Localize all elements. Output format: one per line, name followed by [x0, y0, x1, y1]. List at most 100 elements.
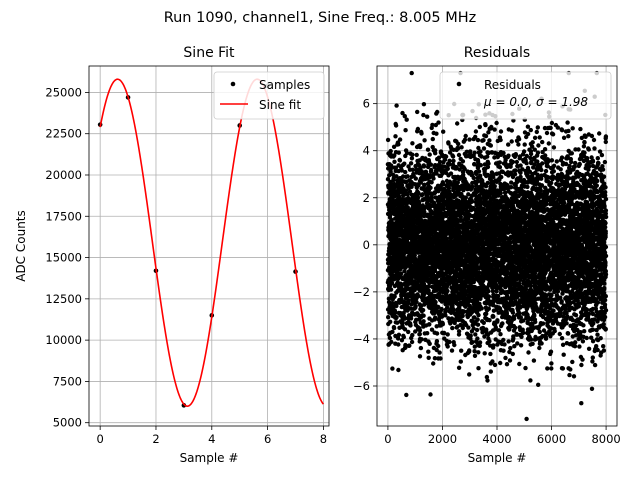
- residual-point: [487, 318, 492, 323]
- residual-point: [425, 331, 430, 336]
- residual-point: [395, 336, 401, 341]
- residual-point: [445, 344, 450, 349]
- residual-point: [441, 182, 446, 187]
- residual-point: [501, 337, 506, 343]
- residual-point: [406, 298, 411, 303]
- residual-point: [429, 327, 435, 332]
- residual-point: [516, 137, 522, 142]
- residual-point: [494, 120, 499, 126]
- residual-point: [471, 175, 476, 181]
- residual-point: [408, 323, 413, 328]
- residual-point: [385, 137, 391, 143]
- residual-point: [388, 319, 393, 324]
- residual-point: [403, 128, 408, 133]
- residual-point: [504, 311, 509, 316]
- residual-point: [436, 155, 442, 160]
- residual-point: [477, 124, 482, 130]
- residual-point: [418, 209, 423, 214]
- residual-point: [447, 150, 453, 155]
- residual-point: [390, 172, 396, 177]
- sine-fit-ytick-label: 10000: [45, 333, 82, 347]
- sine-fit-ytick-label: 25000: [45, 85, 82, 99]
- residual-point: [481, 146, 487, 151]
- residual-point: [394, 303, 399, 309]
- residual-point: [472, 353, 478, 358]
- residual-point: [516, 142, 521, 147]
- residual-point: [452, 342, 457, 348]
- residual-point: [405, 174, 410, 179]
- residual-point: [427, 341, 432, 346]
- residual-point: [457, 167, 462, 172]
- residual-point: [508, 185, 514, 190]
- residual-point: [486, 306, 491, 311]
- sine-fit-plot-frame: [88, 65, 330, 427]
- residual-point: [498, 137, 503, 143]
- residual-point: [413, 176, 418, 181]
- residual-point: [436, 343, 441, 349]
- residual-point: [389, 163, 394, 168]
- residual-point: [481, 320, 486, 325]
- residual-point: [417, 354, 423, 359]
- residual-point: [457, 307, 462, 312]
- residual-point: [456, 152, 462, 158]
- residual-point: [391, 325, 397, 331]
- residual-point: [509, 128, 514, 133]
- residual-point: [472, 150, 477, 155]
- residual-point: [426, 355, 431, 360]
- residual-point: [459, 348, 464, 353]
- residual-point: [478, 163, 483, 168]
- residual-point: [451, 158, 456, 164]
- residual-point: [392, 159, 397, 164]
- residual-point: [458, 214, 463, 220]
- residual-point: [437, 159, 443, 165]
- residual-point: [421, 112, 426, 118]
- residual-point: [498, 129, 504, 134]
- residual-point: [426, 284, 431, 289]
- residual-point: [495, 318, 500, 323]
- residual-point: [394, 103, 399, 108]
- residual-point: [488, 351, 493, 357]
- residual-point: [470, 339, 475, 345]
- residual-point: [447, 162, 452, 167]
- residual-point: [501, 150, 506, 156]
- residual-point: [403, 188, 409, 193]
- residual-point: [441, 129, 446, 134]
- residual-point: [409, 156, 415, 161]
- residual-point: [434, 339, 440, 344]
- residual-point: [420, 192, 425, 197]
- residual-point: [431, 361, 436, 366]
- residual-point: [461, 309, 467, 314]
- residual-point: [513, 168, 518, 173]
- residual-point: [443, 313, 448, 318]
- residual-point: [414, 299, 419, 305]
- residual-point: [434, 331, 440, 336]
- residual-point: [422, 182, 427, 187]
- residual-point: [406, 329, 411, 335]
- residual-point: [421, 102, 427, 107]
- residual-point: [415, 126, 421, 132]
- sine-fit-xtick-label: 0: [96, 432, 103, 446]
- sine-fit-xlabel: Sample #: [180, 451, 239, 465]
- residual-point: [396, 342, 401, 347]
- residual-point: [429, 195, 434, 200]
- residual-point: [510, 159, 516, 165]
- residual-point: [402, 114, 407, 119]
- residual-point: [461, 172, 466, 177]
- residual-point: [475, 137, 481, 143]
- sine-fit-legend: Samples Sine fit: [213, 71, 325, 120]
- residual-point: [475, 322, 481, 327]
- residual-point: [416, 190, 421, 196]
- residual-point: [517, 361, 522, 367]
- residual-point: [468, 149, 473, 154]
- residual-point: [397, 137, 403, 142]
- residual-point: [468, 333, 473, 338]
- residual-point: [460, 159, 466, 164]
- residual-point: [392, 310, 398, 316]
- residual-point: [402, 269, 407, 274]
- residual-point: [459, 145, 464, 150]
- residual-point: [429, 180, 434, 185]
- residual-point: [472, 349, 477, 354]
- residual-point: [506, 142, 511, 147]
- residual-point: [483, 133, 489, 139]
